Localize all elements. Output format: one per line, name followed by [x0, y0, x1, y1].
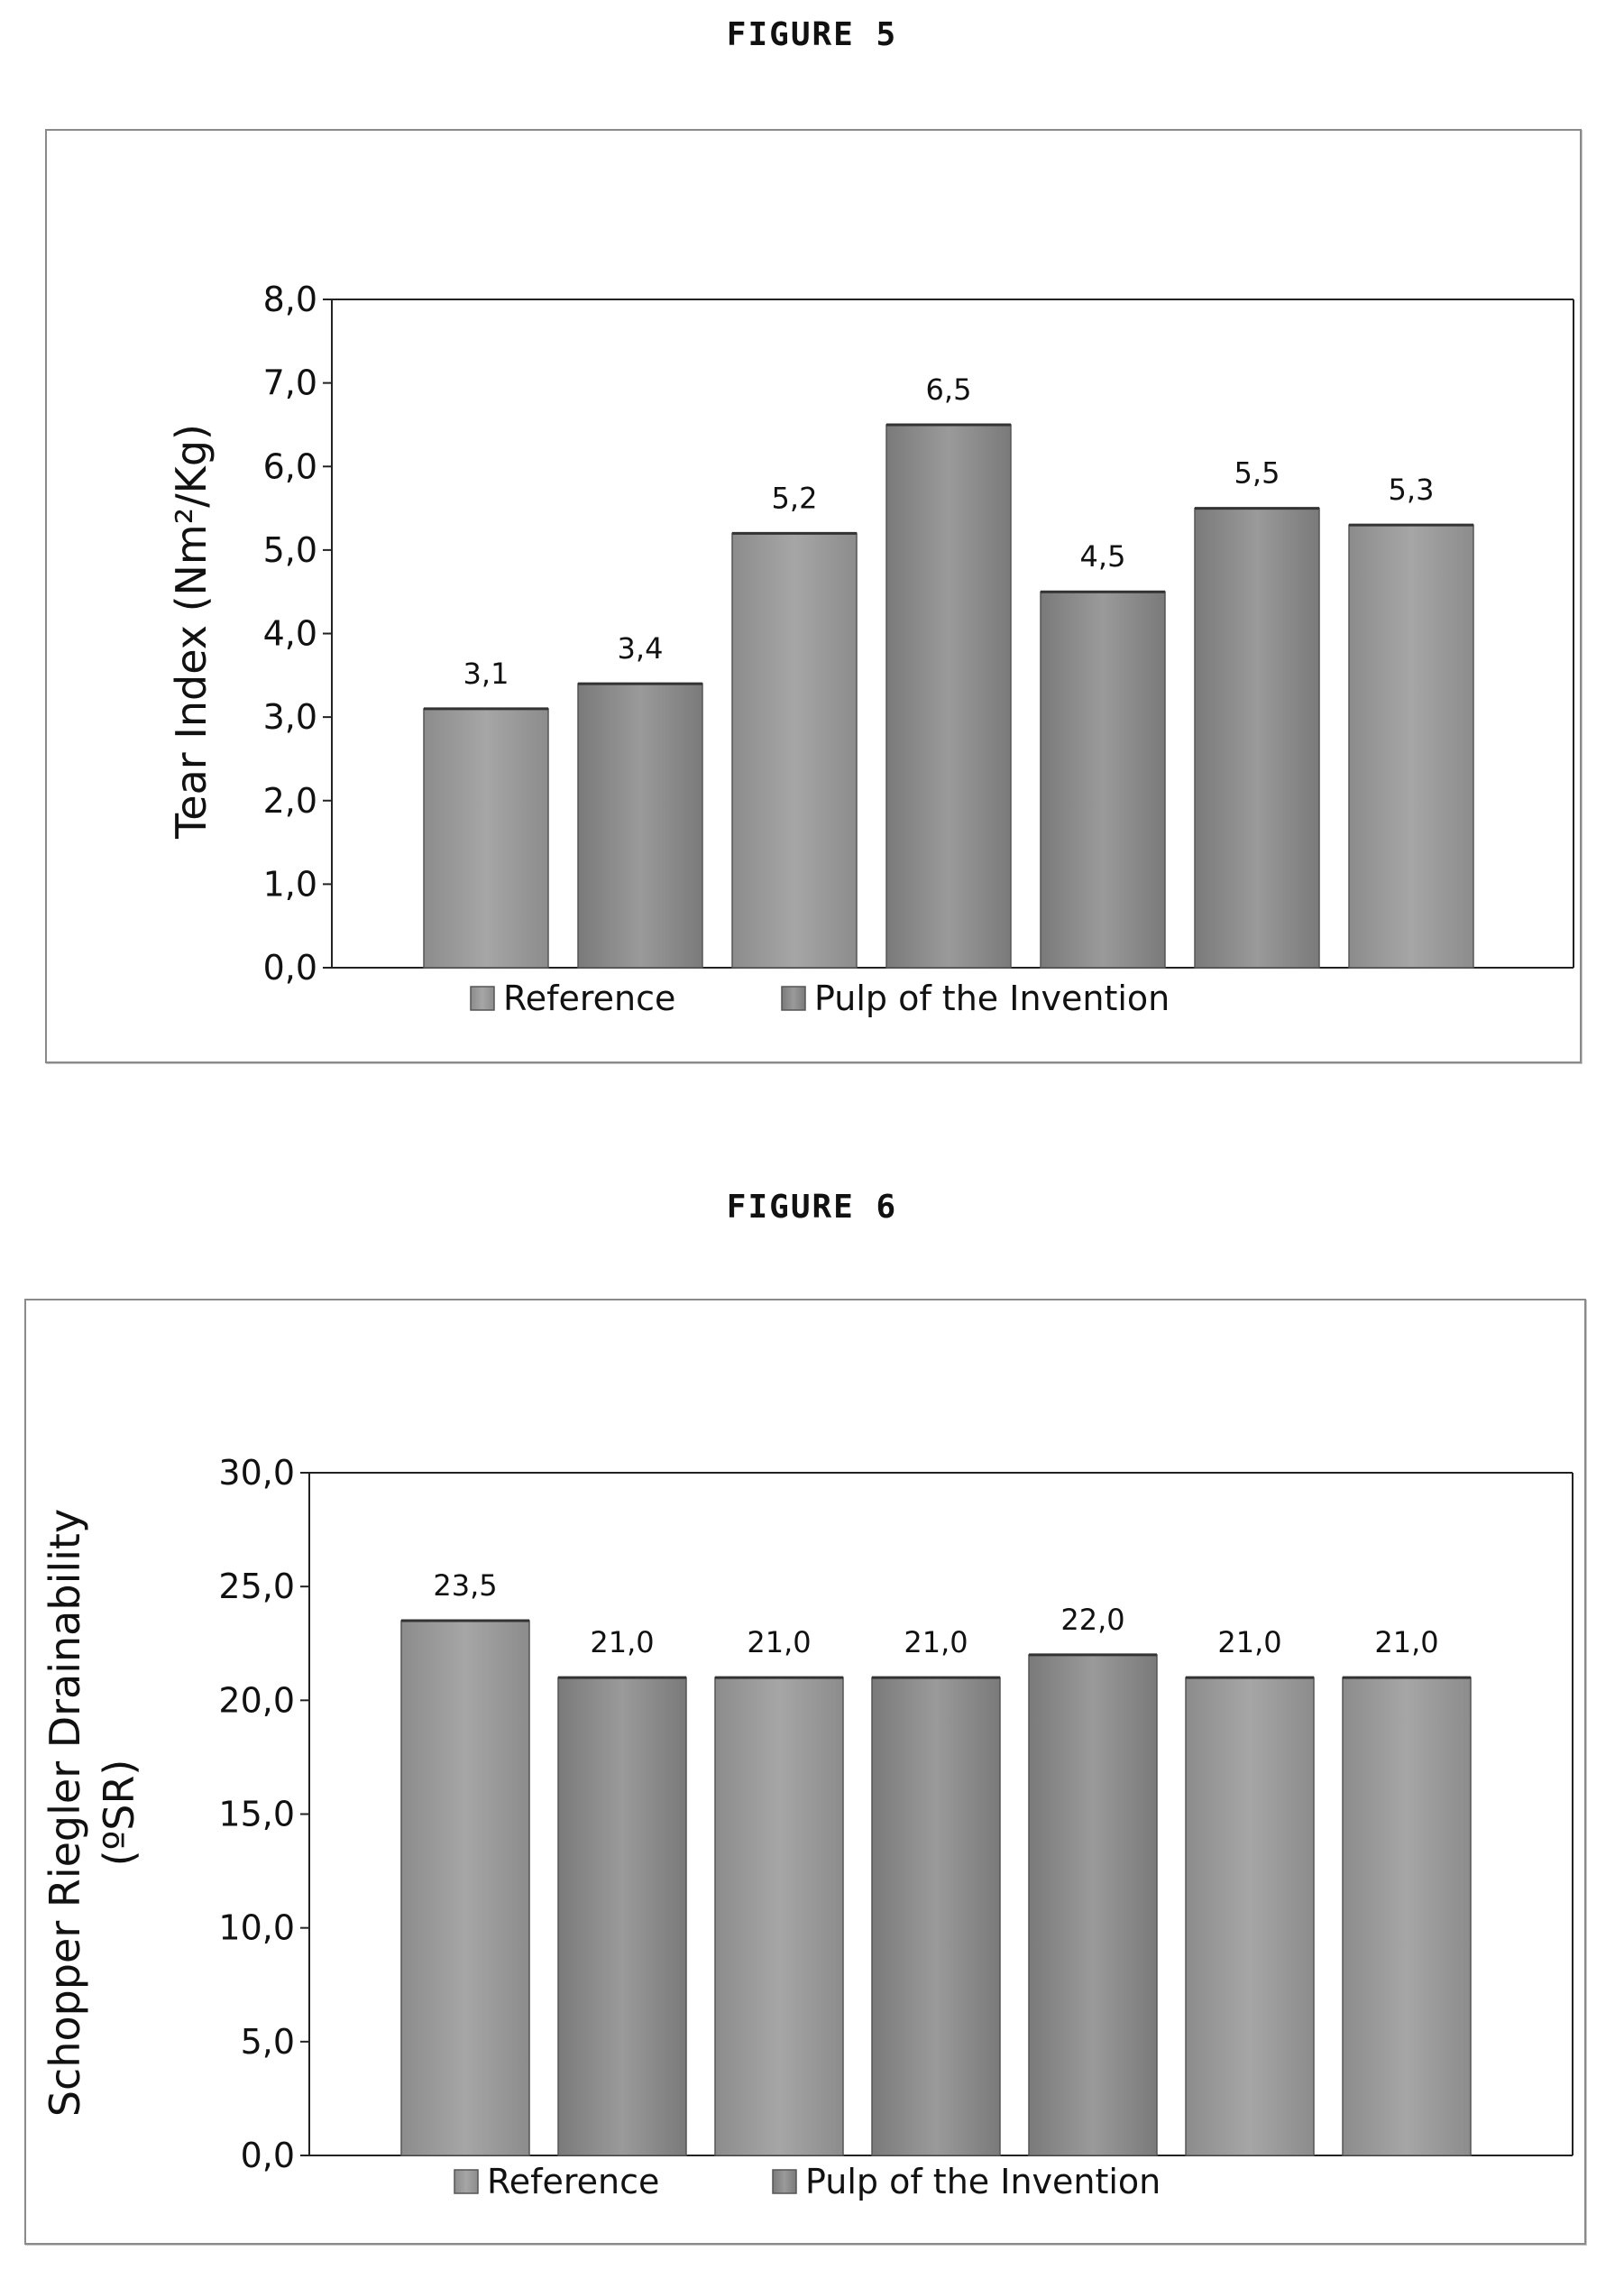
y-tick-label: 5,0: [263, 530, 317, 570]
figure-5-title: FIGURE 5: [726, 16, 898, 53]
data-label: 23,5: [433, 1568, 497, 1603]
bar: [714, 1677, 844, 2156]
bar: [871, 1677, 1001, 2156]
y-tick-label: 0,0: [263, 948, 317, 988]
y-tick-label: 4,0: [263, 614, 317, 654]
legend-swatch: [470, 986, 495, 1011]
chart-6-frame: [24, 1299, 1586, 2245]
data-label: 22,0: [1060, 1603, 1124, 1637]
data-label: 21,0: [747, 1625, 811, 1659]
chart-5-frame: [45, 129, 1582, 1063]
y-tick-label: 7,0: [263, 363, 317, 403]
legend-label: Reference: [503, 979, 675, 1018]
bar: [1194, 507, 1320, 969]
y-tick-label: 2,0: [263, 781, 317, 821]
bar: [557, 1677, 687, 2156]
data-label: 3,1: [463, 657, 509, 691]
bar: [1342, 1677, 1472, 2156]
y-tick-label: 1,0: [263, 864, 317, 904]
y-axis-label: Tear Index (Nm²/Kg): [167, 424, 216, 840]
bar: [731, 532, 858, 969]
bar: [1028, 1654, 1158, 2156]
y-tick-label: 25,0: [218, 1567, 295, 1606]
legend-label: Reference: [487, 2162, 659, 2201]
bar: [1185, 1677, 1315, 2156]
y-axis-label: Schopper Riegler Drainability: [41, 1509, 89, 2117]
legend-swatch: [772, 2169, 797, 2194]
data-label: 5,3: [1389, 473, 1435, 507]
bar: [577, 683, 703, 969]
bar: [885, 424, 1012, 969]
bar: [423, 708, 549, 969]
legend-label: Pulp of the Invention: [805, 2162, 1161, 2201]
data-label: 21,0: [904, 1625, 968, 1659]
y-tick-label: 6,0: [263, 446, 317, 486]
legend-swatch: [454, 2169, 479, 2194]
y-tick-label: 10,0: [218, 1908, 295, 1948]
y-axis-label: (ºSR): [95, 1760, 143, 1867]
figure-6-title: FIGURE 6: [726, 1189, 898, 1226]
y-tick-label: 8,0: [263, 280, 317, 319]
data-label: 21,0: [590, 1625, 654, 1659]
data-label: 5,5: [1234, 456, 1280, 491]
data-label: 21,0: [1374, 1625, 1438, 1659]
tear-index-chart: 0,0 1,0 2,0 3,0 4,0 5,0 6,0 7,0 8,0 3,1 3,4 5,2 6,5 4…: [167, 280, 1574, 1018]
y-tick-label: 0,0: [241, 2136, 295, 2175]
legend-label: Pulp of the Invention: [814, 979, 1170, 1018]
y-tick-label: 30,0: [218, 1453, 295, 1493]
y-tick-label: 5,0: [241, 2022, 295, 2062]
y-tick-label: 20,0: [218, 1680, 295, 1720]
data-label: 4,5: [1080, 539, 1126, 574]
bar: [1040, 591, 1166, 969]
data-label: 6,5: [926, 372, 972, 407]
data-label: 21,0: [1217, 1625, 1281, 1659]
bar: [1348, 524, 1474, 969]
data-label: 3,4: [618, 631, 664, 666]
y-tick-label: 15,0: [218, 1795, 295, 1834]
y-tick-label: 3,0: [263, 697, 317, 737]
data-label: 5,2: [772, 481, 818, 515]
bar: [400, 1620, 530, 2156]
legend-swatch: [781, 986, 806, 1011]
